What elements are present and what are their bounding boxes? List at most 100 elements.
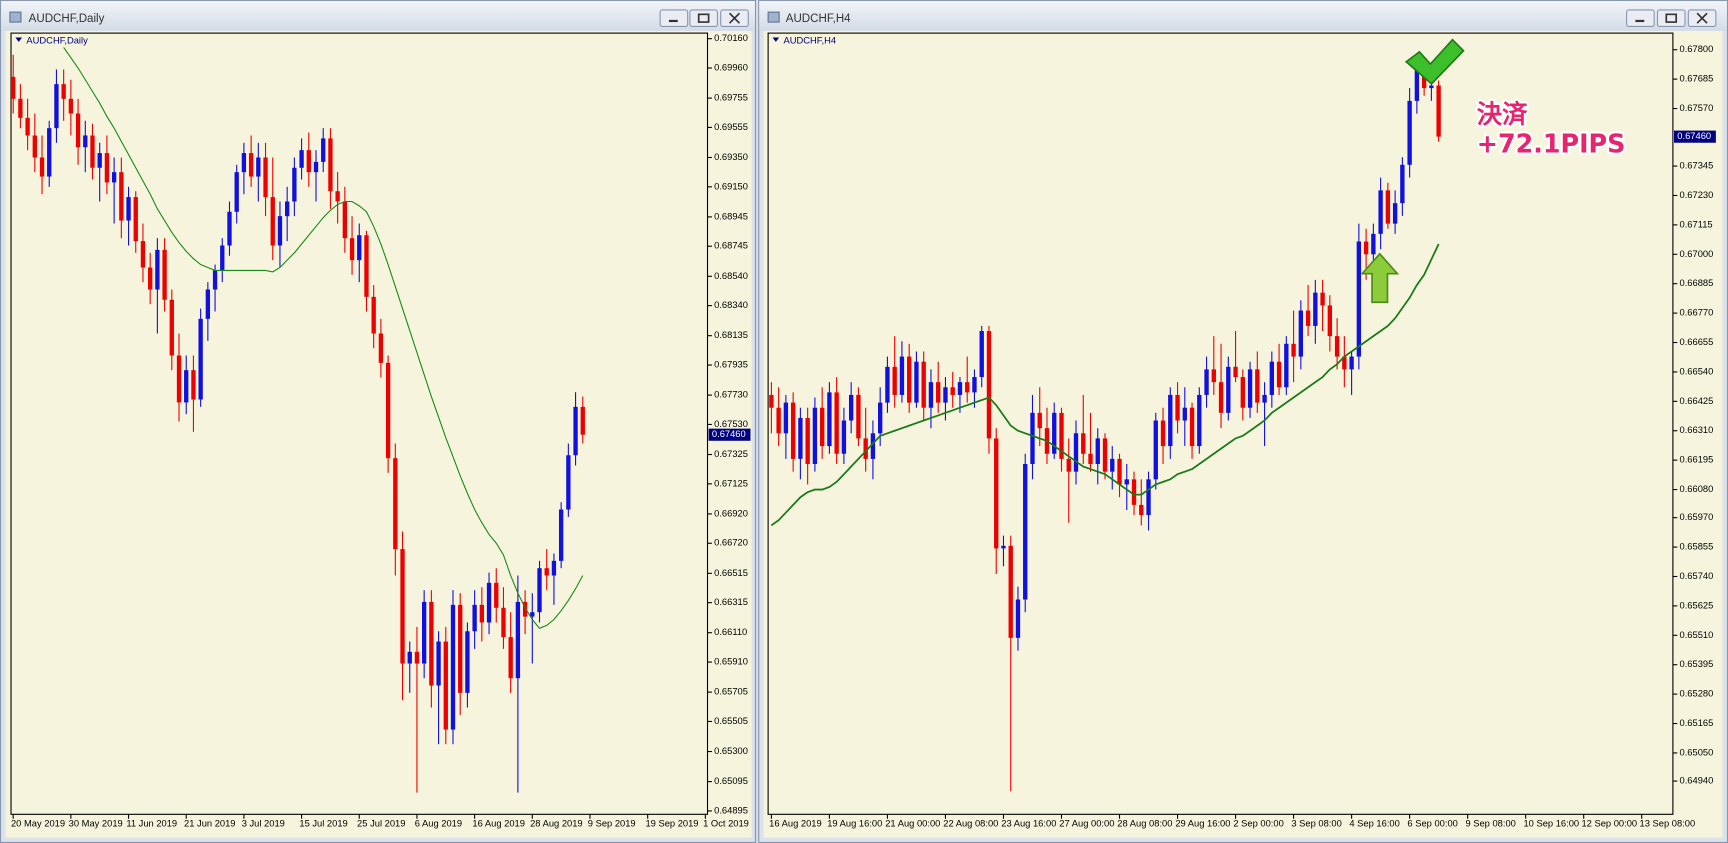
chart-area bbox=[763, 30, 1723, 838]
candle-body bbox=[270, 197, 275, 246]
candle-body bbox=[1378, 190, 1383, 234]
close-button[interactable] bbox=[1687, 9, 1717, 28]
candle-body bbox=[126, 197, 131, 221]
y-tick-label: 0.67570 bbox=[1680, 103, 1714, 113]
candle-body bbox=[285, 201, 290, 217]
candle-body bbox=[313, 161, 319, 173]
window-h4: AUDCHF,H4 bbox=[758, 0, 1728, 843]
restore-button[interactable] bbox=[689, 9, 718, 28]
check-icon bbox=[1404, 38, 1465, 85]
y-tick-label: 0.65855 bbox=[1680, 542, 1714, 552]
candle-body bbox=[1342, 356, 1347, 370]
x-tick-label: 21 Jun 2019 bbox=[184, 819, 235, 829]
candle-body bbox=[90, 135, 95, 168]
window-title: AUDCHF,H4 bbox=[786, 13, 851, 25]
candle-body bbox=[508, 637, 513, 679]
candle-body bbox=[1385, 190, 1391, 224]
candle-body bbox=[1073, 433, 1079, 472]
y-tick-label: 0.65970 bbox=[1680, 512, 1714, 522]
annotation: 決済 bbox=[1477, 99, 1528, 129]
candle-body bbox=[371, 296, 376, 334]
candle-body bbox=[328, 138, 333, 192]
candle-body bbox=[819, 407, 825, 447]
candle-body bbox=[1262, 394, 1267, 403]
x-tick-label: 19 Sep 2019 bbox=[645, 819, 698, 829]
chart-label: AUDCHF,Daily bbox=[26, 35, 88, 45]
x-tick-label: 1 Oct 2019 bbox=[703, 819, 749, 829]
x-tick-label: 28 Aug 08:00 bbox=[1117, 819, 1172, 829]
candle-body bbox=[1407, 100, 1412, 165]
x-tick-label: 28 Aug 2019 bbox=[530, 819, 583, 829]
candle-body bbox=[429, 601, 434, 686]
y-tick-label: 0.65395 bbox=[1680, 659, 1714, 669]
candle-body bbox=[234, 172, 239, 212]
y-tick-label: 0.69150 bbox=[714, 181, 748, 191]
candle-body bbox=[205, 289, 211, 319]
candle-body bbox=[907, 356, 912, 403]
candle-body bbox=[1247, 369, 1253, 408]
y-tick-label: 0.66315 bbox=[714, 597, 748, 607]
candle-body bbox=[1001, 545, 1006, 549]
y-tick-label: 0.67685 bbox=[1680, 74, 1714, 84]
candle-body bbox=[1146, 479, 1151, 516]
candle-body bbox=[68, 98, 74, 114]
candle-body bbox=[479, 604, 484, 623]
y-tick-label: 0.65095 bbox=[714, 776, 748, 786]
y-tick-label: 0.64940 bbox=[1680, 776, 1714, 786]
candle-body bbox=[119, 172, 124, 221]
y-tick-label: 0.66515 bbox=[714, 568, 748, 578]
y-tick-label: 0.69555 bbox=[714, 122, 748, 132]
y-tick-label: 0.67125 bbox=[714, 478, 748, 488]
candle-body bbox=[1131, 479, 1137, 505]
candle-body bbox=[892, 366, 897, 395]
candle-body bbox=[1117, 458, 1122, 485]
y-tick-label: 0.66655 bbox=[1680, 337, 1714, 347]
window-icon bbox=[767, 11, 780, 23]
window-daily: AUDCHF,Daily bbox=[0, 0, 756, 843]
candle-body bbox=[385, 362, 391, 459]
candle-body bbox=[1276, 361, 1282, 388]
candle-body bbox=[1204, 369, 1209, 395]
y-tick-label: 0.68340 bbox=[714, 300, 748, 310]
y-tick-label: 0.67230 bbox=[1680, 190, 1714, 200]
y-tick-label: 0.66195 bbox=[1680, 455, 1714, 465]
candle-body bbox=[1102, 438, 1108, 472]
candle-body bbox=[486, 582, 492, 623]
close-button[interactable] bbox=[720, 9, 749, 28]
candle-body bbox=[522, 601, 528, 617]
y-tick-label: 0.65625 bbox=[1680, 600, 1714, 610]
candle-body bbox=[494, 582, 499, 608]
candle-body bbox=[1421, 70, 1427, 89]
candle-body bbox=[83, 135, 88, 148]
candle-body bbox=[870, 433, 876, 459]
candle-body bbox=[32, 135, 37, 158]
candle-body bbox=[936, 382, 941, 403]
minimize-button[interactable] bbox=[1626, 9, 1655, 28]
candle-body bbox=[1240, 377, 1245, 408]
moving-average bbox=[770, 243, 1440, 527]
y-tick-label: 0.66540 bbox=[1680, 366, 1714, 376]
y-tick-label: 0.67000 bbox=[1680, 249, 1714, 259]
minimize-button[interactable] bbox=[659, 9, 689, 28]
candle-body bbox=[169, 299, 174, 356]
candle-body bbox=[414, 651, 420, 664]
candle-body bbox=[212, 270, 218, 290]
candle-body bbox=[1110, 458, 1115, 472]
candle-body bbox=[436, 641, 441, 686]
y-tick-label: 0.67800 bbox=[1680, 44, 1714, 54]
y-tick-label: 0.66425 bbox=[1680, 396, 1714, 406]
candle-body bbox=[54, 84, 59, 129]
candle-body bbox=[573, 406, 578, 456]
candle-body bbox=[863, 438, 868, 459]
candle-body bbox=[1255, 369, 1260, 403]
candle-body bbox=[47, 128, 52, 177]
candle-body bbox=[1233, 366, 1238, 378]
x-tick-label: 30 May 2019 bbox=[69, 819, 123, 829]
candle-body bbox=[1429, 85, 1434, 89]
y-tick-label: 0.65510 bbox=[1680, 630, 1714, 640]
candle-body bbox=[349, 238, 355, 261]
x-tick-label: 13 Sep 08:00 bbox=[1640, 819, 1696, 829]
restore-button[interactable] bbox=[1656, 9, 1686, 28]
